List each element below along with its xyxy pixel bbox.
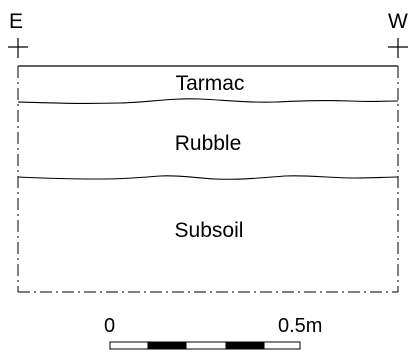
- west-marker-icon: [388, 38, 408, 58]
- east-direction-label: E: [9, 10, 24, 33]
- scale-segment: [263, 341, 301, 350]
- scale-segment: [109, 341, 149, 350]
- scale-segment: [147, 341, 187, 350]
- layer-label-tarmac: Tarmac: [175, 72, 245, 95]
- scale-start-label: 0: [104, 315, 116, 337]
- rubble-subsoil-boundary: [17, 175, 399, 180]
- scale-end-label: 0.5m: [278, 315, 323, 337]
- layer-label-rubble: Rubble: [174, 132, 242, 155]
- layer-label-subsoil: Subsoil: [174, 219, 244, 242]
- scale-segment: [225, 341, 265, 350]
- west-direction-label: W: [388, 10, 408, 33]
- scale-bar: [109, 341, 301, 350]
- tarmac-rubble-boundary: [17, 98, 399, 104]
- scale-segment: [185, 341, 227, 350]
- east-marker-icon: [8, 38, 28, 58]
